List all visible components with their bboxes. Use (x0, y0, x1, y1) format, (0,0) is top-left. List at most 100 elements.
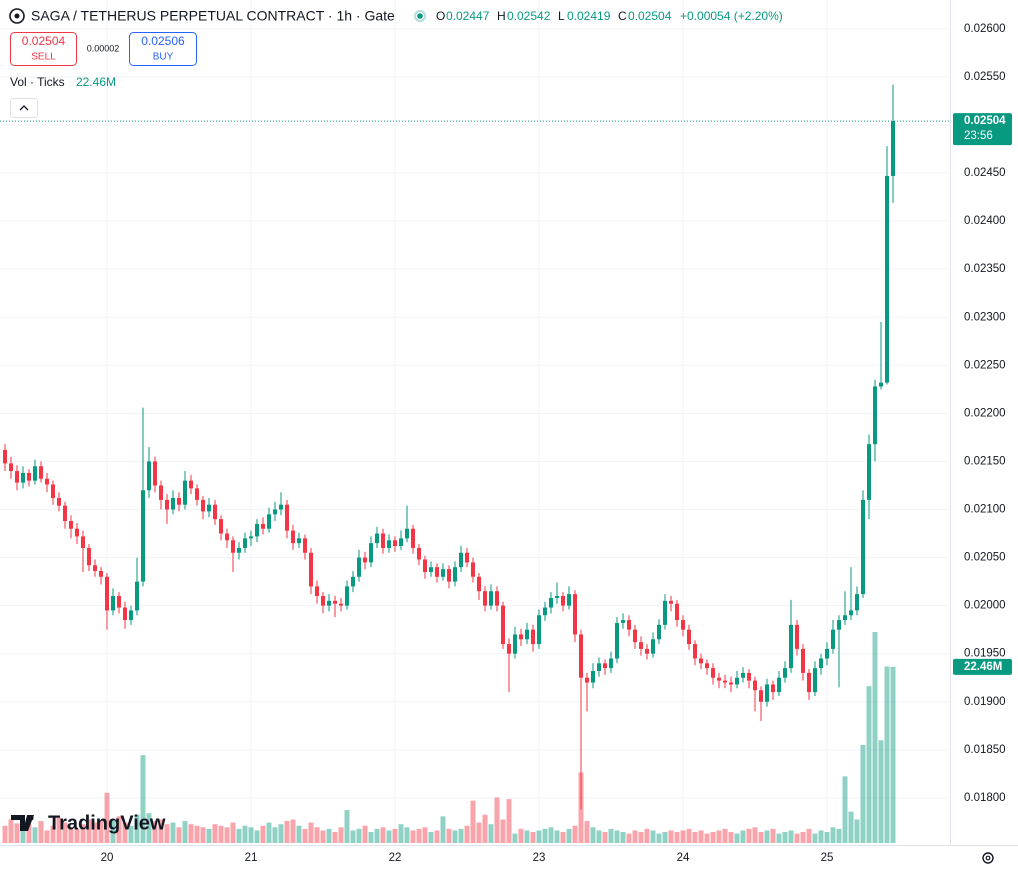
candle-body (189, 480, 193, 489)
candle-body (663, 600, 667, 625)
volume-bar (278, 824, 284, 843)
volume-bar (116, 816, 122, 843)
candle-body (213, 504, 217, 520)
candle-body (501, 605, 505, 645)
legend-value: 0.02419 (567, 9, 611, 23)
legend-key: O (436, 9, 445, 23)
legend-value: 0.02447 (446, 9, 490, 23)
volume-bar (698, 830, 704, 843)
volume-tag (953, 658, 1012, 675)
volume-bar (794, 833, 800, 843)
volume-bar (68, 827, 74, 843)
candle-body (681, 620, 685, 630)
candle-body (849, 610, 853, 616)
candle-body (45, 478, 49, 485)
candle-body (513, 634, 517, 654)
candle-body (243, 538, 247, 548)
volume-bar (38, 821, 44, 843)
candle-body (525, 629, 529, 640)
y-tick-label: 0.02550 (964, 71, 1006, 83)
candle-body (291, 530, 295, 544)
volume-bar (530, 832, 536, 843)
volume-bar (812, 833, 818, 843)
candle-body (237, 547, 241, 553)
candle-body (843, 615, 847, 621)
collapse-icon (19, 105, 29, 111)
volume-bar (380, 827, 386, 843)
candle-body (297, 538, 301, 544)
volume-bar (464, 825, 470, 843)
volume-bar (626, 833, 632, 843)
volume-bar (776, 833, 782, 843)
volume-bar (356, 828, 362, 843)
volume-bar (614, 830, 620, 843)
volume-bar (572, 825, 578, 843)
volume-bar (428, 832, 434, 843)
candle-body (645, 648, 649, 654)
candle-body (447, 569, 451, 582)
candle-body (831, 629, 835, 649)
candle-body (225, 533, 229, 541)
candle-body (261, 523, 265, 529)
legend-value: 0.02542 (507, 9, 551, 23)
candle-body (141, 490, 145, 582)
candle-body (153, 461, 157, 486)
legend-key: C (618, 9, 627, 23)
volume-bar (704, 833, 710, 843)
volume-bar (560, 832, 566, 843)
candle-body (333, 600, 337, 604)
market-status (414, 10, 426, 22)
volume-bar (284, 821, 290, 843)
volume-bar (8, 819, 14, 843)
volume-bar (212, 824, 218, 843)
volume-legend-value: 22.46M (76, 75, 116, 89)
volume-bar (728, 832, 734, 843)
candle-body (171, 497, 175, 510)
volume-bar (854, 819, 860, 843)
volume-bar (92, 822, 98, 843)
buy-price: 0.02506 (141, 34, 185, 48)
volume-bar (242, 825, 248, 843)
candle-body (627, 620, 631, 630)
volume-bar (236, 828, 242, 843)
candle-body (201, 499, 205, 512)
candle-body (669, 600, 673, 604)
volume-bar (746, 828, 752, 843)
candle-body (435, 567, 439, 577)
candle-body (63, 505, 67, 522)
candle-body (867, 444, 871, 500)
candle-body (303, 538, 307, 553)
volume-bar (350, 830, 356, 843)
volume-bar (722, 828, 728, 843)
sell-button[interactable] (10, 32, 77, 66)
candle-body (585, 677, 589, 683)
volume-bar (638, 832, 644, 843)
candle-body (387, 540, 391, 548)
watermark-text: TradingView (48, 812, 166, 834)
candle-body (537, 615, 541, 645)
volume-bar (164, 824, 170, 843)
settings-icon[interactable] (982, 852, 994, 864)
collapse-button[interactable] (10, 98, 38, 118)
volume-bar (122, 822, 128, 843)
volume-bar (404, 827, 410, 843)
volume-bar (878, 740, 884, 843)
volume-bar (662, 832, 668, 843)
candle-body (351, 576, 355, 587)
candle-body (375, 533, 379, 544)
candle-body (789, 624, 793, 669)
candle-body (567, 594, 571, 606)
volume-bar (272, 827, 278, 843)
volume-bar (308, 822, 314, 843)
candle-body (729, 682, 733, 685)
candle-body (255, 523, 259, 537)
volume-bar (860, 744, 866, 843)
candle-body (561, 596, 565, 606)
candle-body (621, 620, 625, 623)
volume-bar (830, 827, 836, 843)
buy-button[interactable] (129, 32, 197, 66)
volume-bar (74, 828, 80, 843)
candle-body (453, 567, 457, 582)
candle-body (543, 607, 547, 616)
candle-body (9, 463, 13, 472)
